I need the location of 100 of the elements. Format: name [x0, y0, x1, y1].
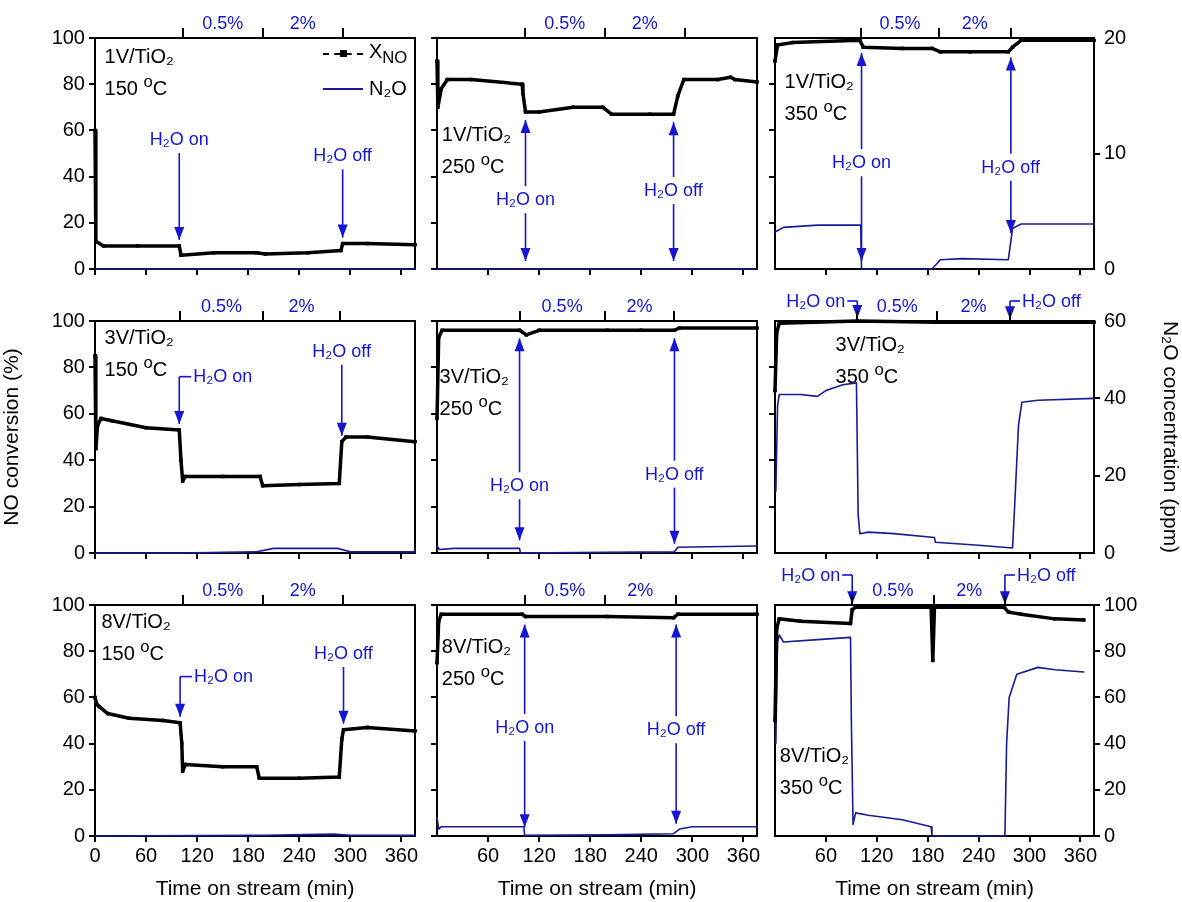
y-tick-label: 20	[62, 777, 85, 800]
y-tick-label: 20	[1104, 25, 1127, 48]
y-tick-label: 60	[62, 684, 85, 707]
y-tick-label: 0	[1104, 540, 1116, 563]
x-tick-label: 360	[726, 843, 761, 866]
x-tick-label: 180	[231, 843, 265, 866]
y-tick-label: 0	[73, 256, 85, 279]
legend-label: N₂O	[369, 77, 407, 101]
text: 2%	[961, 13, 988, 34]
x-axis-title: Time on stream (min)	[835, 876, 1034, 900]
annotation: 8V/TiO₂	[441, 635, 512, 659]
y-tick-label: 80	[1104, 638, 1127, 661]
x-tick-label: 120	[180, 843, 214, 866]
text: 2%	[627, 580, 654, 601]
annotation: 8V/TiO₂	[101, 609, 171, 633]
annotation: H₂O off	[1016, 564, 1076, 586]
annotation: H₂O on	[495, 716, 555, 738]
y-tick-label: 40	[62, 731, 85, 754]
y-tick-label: 20	[1104, 463, 1127, 486]
y-tick-label: 100	[51, 308, 85, 331]
annotation: H₂O off	[646, 719, 706, 740]
annotation: 250 $^{o}$C	[439, 392, 503, 420]
annotation: 1V/TiO₂	[784, 70, 854, 94]
x-tick-label: 180	[911, 843, 945, 866]
y-tick-label: 0	[73, 823, 85, 846]
y-tick-label: 10	[1104, 141, 1127, 164]
text: 0.5%	[202, 13, 244, 34]
text: 2%	[288, 296, 315, 317]
text: 0.5%	[544, 13, 586, 34]
y-tick-label: 40	[1104, 385, 1127, 408]
x-tick-label: 300	[333, 843, 368, 866]
annotation: 250 $^{o}$C	[441, 662, 505, 690]
annotation: H₂O off	[314, 643, 373, 664]
x-tick-label: 300	[675, 843, 710, 866]
text: 2%	[289, 580, 316, 601]
x-tick-label: 60	[134, 843, 158, 866]
annotation: H₂O on	[781, 564, 841, 586]
text: 2%	[631, 13, 658, 34]
x-tick-label: 240	[282, 843, 316, 866]
y-tick-label: 60	[62, 117, 85, 140]
y-tick-label: 100	[1104, 592, 1138, 615]
y-tick-label: 60	[1104, 684, 1127, 707]
y-axis-title: N₂O concentration (ppm)	[1159, 320, 1182, 554]
y-tick-label: 80	[62, 638, 85, 661]
y-axis-title: NO conversion (%)	[0, 348, 23, 526]
x-tick-label: 120	[860, 843, 894, 866]
annotation: H₂O off	[981, 156, 1041, 178]
y-tick-label: 100	[51, 25, 85, 48]
x-tick-label: 240	[624, 843, 658, 866]
annotation: 8V/TiO₂	[779, 743, 850, 767]
annotation: 350 $^{o}$C	[779, 770, 843, 799]
annotation: H₂O off	[313, 145, 372, 166]
x-tick-label: 0	[89, 843, 101, 866]
y-tick-label: 80	[62, 354, 85, 377]
annotation: H₂O on	[786, 290, 846, 312]
annotation: H₂O on	[193, 366, 253, 387]
annotation: 350 $^{o}$C	[784, 97, 848, 125]
x-tick-label: 360	[1063, 843, 1098, 866]
annotation: H₂O off	[1022, 290, 1081, 312]
annotation: H₂O on	[490, 475, 550, 496]
y-tick-label: 60	[62, 401, 85, 424]
annotation: 3V/TiO₂	[439, 365, 509, 389]
text: 0.5%	[202, 580, 244, 601]
annotation: 250 $^{o}$C	[441, 150, 505, 179]
annotation: 150 $^{o}$C	[104, 352, 168, 381]
text: 0.5%	[541, 296, 583, 317]
y-tick-label: 0	[1104, 823, 1116, 846]
annotation: 1V/TiO₂	[441, 123, 512, 147]
text: 2%	[960, 296, 987, 317]
text: 0.5%	[544, 580, 586, 601]
x-tick-label: 240	[961, 843, 996, 866]
y-tick-label: 40	[1104, 731, 1127, 754]
annotation: 150 $^{o}$C	[101, 636, 165, 665]
x-tick-label: 60	[814, 843, 838, 866]
annotation: H₂O off	[644, 463, 704, 485]
annotation: H₂O on	[496, 189, 556, 210]
x-tick-label: 360	[384, 843, 419, 866]
y-tick-label: 80	[62, 71, 85, 94]
annotation: 3V/TiO₂	[835, 332, 905, 356]
y-tick-label: 20	[62, 494, 85, 517]
text: 0.5%	[200, 296, 242, 317]
x-tick-label: 60	[476, 843, 500, 866]
annotation: H₂O on	[832, 152, 892, 173]
y-tick-label: 40	[62, 164, 85, 187]
y-tick-label: 0	[1104, 256, 1116, 279]
x-tick-label: 120	[522, 843, 556, 866]
x-axis-title: Time on stream (min)	[155, 876, 355, 900]
x-axis-title: Time on stream (min)	[497, 876, 697, 900]
x-tick-label: 180	[573, 843, 607, 866]
annotation: 350 $^{o}$C	[835, 359, 899, 388]
annotation: H₂O on	[149, 129, 209, 150]
text: 2%	[289, 13, 316, 34]
y-tick-label: 60	[1104, 308, 1127, 331]
text: 2%	[956, 580, 983, 601]
annotation: 150 $^{o}$C	[104, 71, 168, 100]
y-tick-label: 0	[73, 540, 85, 563]
text: 0.5%	[872, 580, 914, 601]
annotation: H₂O off	[644, 179, 703, 201]
annotation: 3V/TiO₂	[104, 325, 174, 349]
text: 0.5%	[876, 296, 918, 317]
